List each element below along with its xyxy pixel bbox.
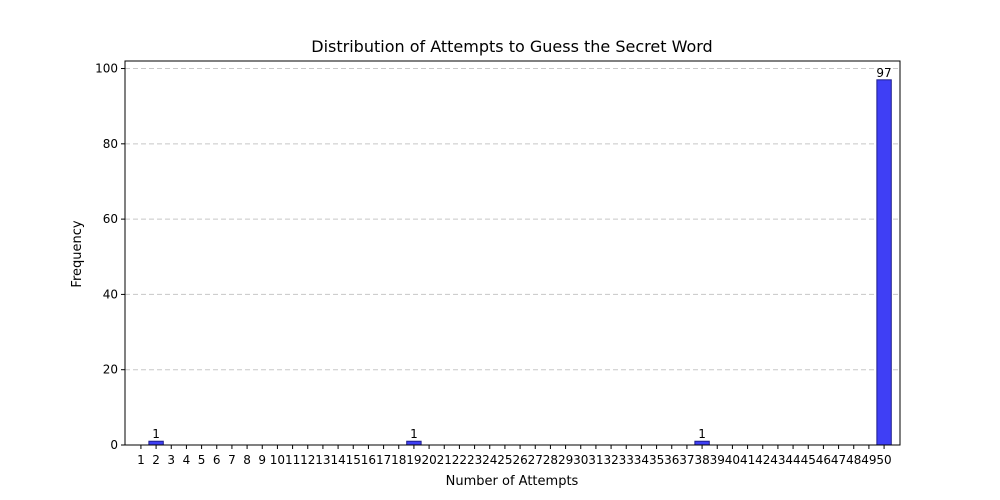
x-tick-label: 42 bbox=[755, 453, 770, 467]
x-tick-label: 27 bbox=[528, 453, 543, 467]
x-tick-label: 29 bbox=[558, 453, 573, 467]
x-tick-label: 9 bbox=[258, 453, 266, 467]
y-tick-label: 20 bbox=[103, 363, 118, 377]
x-tick-label: 36 bbox=[664, 453, 679, 467]
x-tick-label: 16 bbox=[361, 453, 376, 467]
x-tick-label: 35 bbox=[649, 453, 664, 467]
chart-title: Distribution of Attempts to Guess the Se… bbox=[311, 37, 712, 56]
x-tick-label: 30 bbox=[573, 453, 588, 467]
x-tick-label: 41 bbox=[740, 453, 755, 467]
x-axis-ticks: 1 2 3 4 5 6 7 8 9 10 11 12 13 14 15 16 17 18 19 20 21 22 23 24 2… bbox=[137, 445, 892, 467]
y-tick-label: 0 bbox=[110, 438, 118, 452]
x-tick-label: 1 bbox=[137, 453, 145, 467]
value-labels: 1 1 1 97 bbox=[152, 66, 891, 441]
x-tick-label: 28 bbox=[543, 453, 558, 467]
x-tick-label: 7 bbox=[228, 453, 236, 467]
x-tick-label: 22 bbox=[452, 453, 467, 467]
x-tick-label: 8 bbox=[243, 453, 251, 467]
bar bbox=[694, 440, 710, 446]
x-tick-label: 39 bbox=[710, 453, 725, 467]
x-tick-label: 32 bbox=[603, 453, 618, 467]
x-tick-label: 45 bbox=[801, 453, 816, 467]
x-tick-label: 50 bbox=[876, 453, 891, 467]
x-tick-label: 14 bbox=[330, 453, 345, 467]
x-tick-label: 37 bbox=[679, 453, 694, 467]
x-tick-label: 38 bbox=[694, 453, 709, 467]
x-tick-label: 21 bbox=[437, 453, 452, 467]
x-tick-label: 20 bbox=[421, 453, 436, 467]
y-tick-label: 80 bbox=[103, 137, 118, 151]
x-tick-label: 33 bbox=[619, 453, 634, 467]
bar bbox=[148, 440, 164, 446]
bar bbox=[876, 79, 892, 446]
x-tick-label: 10 bbox=[270, 453, 285, 467]
x-tick-label: 25 bbox=[497, 453, 512, 467]
x-tick-label: 48 bbox=[846, 453, 861, 467]
data-label: 1 bbox=[410, 427, 418, 441]
x-tick-label: 17 bbox=[376, 453, 391, 467]
x-tick-label: 18 bbox=[391, 453, 406, 467]
y-tick-label: 40 bbox=[103, 287, 118, 301]
x-tick-label: 24 bbox=[482, 453, 497, 467]
x-tick-label: 40 bbox=[725, 453, 740, 467]
x-tick-label: 2 bbox=[152, 453, 160, 467]
x-tick-label: 34 bbox=[634, 453, 649, 467]
x-tick-label: 11 bbox=[285, 453, 300, 467]
x-tick-label: 3 bbox=[167, 453, 175, 467]
grid-lines bbox=[125, 68, 900, 446]
x-axis-label: Number of Attempts bbox=[446, 474, 579, 489]
x-tick-label: 23 bbox=[467, 453, 482, 467]
x-tick-label: 13 bbox=[315, 453, 330, 467]
bar bbox=[406, 440, 422, 446]
x-tick-label: 26 bbox=[512, 453, 527, 467]
data-label: 97 bbox=[876, 66, 891, 80]
y-tick-label: 100 bbox=[95, 62, 118, 76]
data-label: 1 bbox=[698, 427, 706, 441]
x-tick-label: 6 bbox=[213, 453, 221, 467]
x-tick-label: 12 bbox=[300, 453, 315, 467]
y-axis-label: Frequency bbox=[70, 220, 85, 287]
x-tick-label: 44 bbox=[785, 453, 800, 467]
x-tick-label: 5 bbox=[198, 453, 206, 467]
x-tick-label: 49 bbox=[861, 453, 876, 467]
bars bbox=[148, 79, 892, 446]
x-tick-label: 47 bbox=[831, 453, 846, 467]
x-tick-label: 31 bbox=[588, 453, 603, 467]
x-tick-label: 46 bbox=[816, 453, 831, 467]
y-tick-label: 60 bbox=[103, 212, 118, 226]
x-tick-label: 15 bbox=[346, 453, 361, 467]
data-label: 1 bbox=[152, 427, 160, 441]
x-tick-label: 43 bbox=[770, 453, 785, 467]
x-tick-label: 19 bbox=[406, 453, 421, 467]
y-axis-ticks: 0 20 40 60 80 100 bbox=[95, 62, 125, 452]
plot-frame bbox=[124, 60, 901, 446]
x-tick-label: 4 bbox=[183, 453, 191, 467]
